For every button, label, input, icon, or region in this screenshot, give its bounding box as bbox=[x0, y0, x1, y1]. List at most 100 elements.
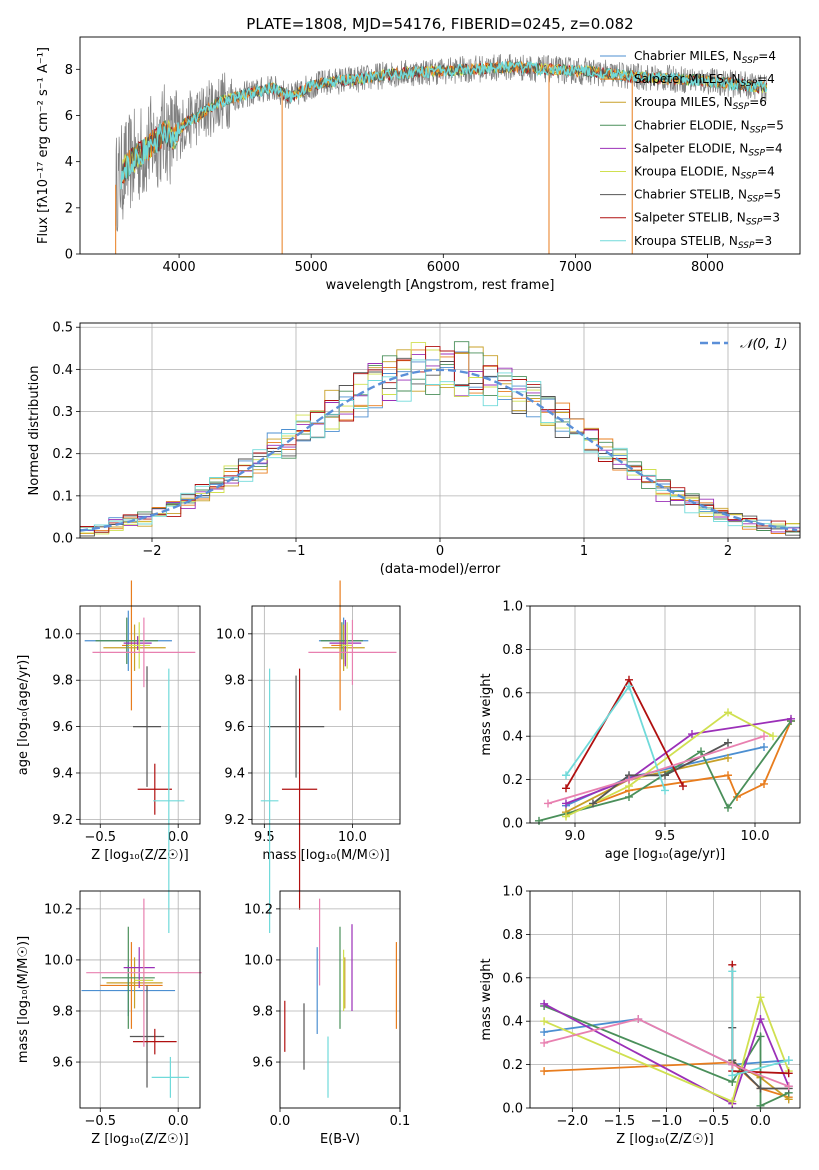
y-tick-label: 0 bbox=[65, 248, 73, 263]
weight-marker-salpeter_miles bbox=[540, 1067, 549, 1076]
axes-frame bbox=[79, 36, 801, 255]
legend-label-suffix: =5 bbox=[766, 118, 784, 132]
legend-label-suffix: =5 bbox=[764, 188, 782, 202]
weight-marker-kroupa_stelib bbox=[728, 967, 737, 976]
x-axis-label: mass [log₁₀(M/M☉)] bbox=[262, 848, 389, 863]
y-tick-label: 0.4 bbox=[502, 730, 523, 745]
x-axis-label: Z [log₁₀(Z/Z☉)] bbox=[616, 1132, 713, 1147]
y-tick-label: 0.0 bbox=[502, 1102, 523, 1117]
y-tick-label: 9.6 bbox=[252, 1056, 273, 1071]
legend-label-suffix: =4 bbox=[757, 165, 775, 179]
weight-marker-kroupa_elodie bbox=[728, 1097, 737, 1106]
weight-series-salpeter_elodie bbox=[543, 1003, 790, 1105]
legend-label-suffix: =4 bbox=[757, 72, 775, 86]
weight-marker-pink bbox=[728, 1060, 737, 1069]
weight-marker-salpeter_elodie bbox=[562, 799, 570, 808]
x-tick-label: −2 bbox=[142, 544, 161, 559]
y-tick-label: 0.8 bbox=[502, 643, 523, 658]
weight-series-kroupa_elodie bbox=[543, 994, 790, 1103]
weight-marker-pink bbox=[544, 799, 552, 808]
x-tick-label: 7000 bbox=[559, 260, 592, 275]
y-tick-label: 10.0 bbox=[44, 627, 73, 642]
y-tick-label: 10.2 bbox=[44, 902, 73, 917]
weight-marker-chabrier_elodie bbox=[756, 1101, 765, 1110]
legend-label-normal: 𝒩(0, 1) bbox=[740, 337, 787, 352]
weight-marker-kroupa_elodie bbox=[724, 708, 732, 717]
x-tick-label: 0 bbox=[436, 544, 444, 559]
residual-histogram-kroupa_stelib bbox=[80, 359, 800, 530]
weight-marker-chabrier_elodie bbox=[697, 747, 705, 756]
x-axis-label: age [log₁₀(age/yr)] bbox=[605, 847, 726, 862]
legend-label-sub: SSP bbox=[741, 172, 758, 182]
weight-marker-chabrier_stelib bbox=[724, 738, 732, 747]
weight-marker-salpeter_miles bbox=[760, 779, 768, 788]
weight-marker-salpeter_stelib bbox=[784, 1069, 793, 1078]
weight-series-pink bbox=[547, 735, 765, 805]
axes-frame bbox=[79, 605, 201, 825]
y-tick-label: 0.8 bbox=[502, 928, 523, 943]
weight-marker-kroupa_stelib bbox=[728, 1071, 737, 1080]
weight-marker-salpeter_elodie bbox=[756, 1015, 765, 1024]
legend-label-main: Chabrier STELIB, N bbox=[634, 188, 747, 202]
model-spectrum-kroupa_stelib bbox=[120, 60, 768, 190]
legend-label-sub: SSP bbox=[748, 148, 765, 158]
y-tick-label: 9.2 bbox=[224, 813, 245, 828]
legend-label-main: Kroupa MILES, N bbox=[634, 95, 733, 109]
y-axis-label: mass weight bbox=[479, 673, 494, 755]
x-axis-label: Z [log₁₀(Z/Z☉)] bbox=[91, 1132, 188, 1147]
weight-marker-salpeter_elodie bbox=[540, 999, 549, 1008]
y-tick-label: 9.6 bbox=[224, 720, 245, 735]
x-tick-label: −2.0 bbox=[557, 1114, 589, 1129]
x-tick-label: −1 bbox=[286, 544, 305, 559]
weight-marker-chabrier_elodie bbox=[625, 792, 633, 801]
x-tick-label: −0.5 bbox=[84, 1114, 116, 1129]
y-axis-label: Flux [fλ10⁻¹⁷ erg cm⁻² s⁻¹ A⁻¹] bbox=[36, 47, 51, 244]
x-tick-label: 0.1 bbox=[390, 1114, 411, 1129]
legend-label-main: Kroupa ELODIE, N bbox=[634, 165, 741, 179]
legend-label-sub: SSP bbox=[750, 125, 767, 135]
y-tick-label: 9.8 bbox=[52, 674, 73, 689]
weight-marker-kroupa_elodie bbox=[562, 812, 570, 821]
y-tick-label: 10.0 bbox=[244, 953, 273, 968]
y-tick-label: 9.8 bbox=[224, 674, 245, 689]
x-tick-label: 1 bbox=[580, 544, 588, 559]
weight-marker-chabrier_elodie bbox=[756, 1032, 765, 1041]
legend-label: Kroupa MILES, NSSP=6 bbox=[634, 95, 767, 112]
legend-label: Chabrier STELIB, NSSP=5 bbox=[634, 188, 781, 205]
y-tick-label: 0.2 bbox=[502, 1058, 523, 1073]
x-tick-label: −0.5 bbox=[698, 1114, 730, 1129]
axes-frame bbox=[251, 605, 401, 825]
weight-marker-kroupa_stelib bbox=[784, 1056, 793, 1065]
x-tick-label: 4000 bbox=[163, 260, 196, 275]
legend-label: Chabrier MILES, NSSP=4 bbox=[634, 49, 776, 66]
legend-label-sub: SSP bbox=[738, 241, 755, 251]
y-tick-label: 2 bbox=[65, 201, 73, 216]
y-axis-label: mass weight bbox=[479, 958, 494, 1040]
x-tick-label: 9.5 bbox=[655, 829, 676, 844]
legend-label-main: Chabrier ELODIE, N bbox=[634, 118, 750, 132]
weight-marker-kroupa_elodie bbox=[756, 993, 765, 1002]
weight-marker-chabrier_stelib bbox=[756, 1084, 765, 1093]
y-tick-label: 6 bbox=[65, 109, 73, 124]
weight-marker-chabrier_miles bbox=[760, 743, 768, 752]
x-tick-label: 0.0 bbox=[168, 1114, 189, 1129]
legend-label-sub: SSP bbox=[733, 102, 750, 112]
y-tick-label: 1.0 bbox=[502, 885, 523, 900]
legend-label-sub: SSP bbox=[746, 218, 763, 228]
y-tick-label: 0.2 bbox=[52, 447, 73, 462]
x-axis-label: Z [log₁₀(Z/Z☉)] bbox=[91, 848, 188, 863]
x-axis-label: wavelength [Angstrom, rest frame] bbox=[326, 278, 555, 293]
x-tick-label: −0.5 bbox=[84, 830, 116, 845]
legend-label-suffix: =6 bbox=[749, 95, 767, 109]
x-tick-label: 2 bbox=[724, 544, 732, 559]
weight-series-kroupa_elodie bbox=[565, 711, 774, 818]
x-tick-label: 6000 bbox=[427, 260, 460, 275]
weight-marker-chabrier_elodie bbox=[535, 816, 543, 825]
legend-label: Salpeter MILES, NSSP=4 bbox=[634, 72, 775, 89]
weight-marker-pink bbox=[625, 775, 633, 784]
normal-curve bbox=[79, 368, 798, 532]
legend-label-sub: SSP bbox=[742, 56, 759, 66]
y-tick-label: 10.0 bbox=[44, 953, 73, 968]
residual-histogram-salpeter_stelib bbox=[80, 346, 800, 533]
